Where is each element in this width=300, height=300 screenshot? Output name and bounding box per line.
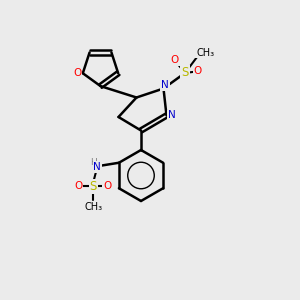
Text: N: N xyxy=(161,80,169,90)
Text: N: N xyxy=(168,110,176,121)
Text: O: O xyxy=(170,55,179,65)
Text: H: H xyxy=(90,158,97,166)
Text: S: S xyxy=(90,180,97,193)
Text: CH₃: CH₃ xyxy=(84,202,103,212)
Text: S: S xyxy=(182,66,189,80)
Text: CH₃: CH₃ xyxy=(196,47,214,58)
Text: O: O xyxy=(103,181,111,191)
Text: O: O xyxy=(194,66,202,76)
Text: O: O xyxy=(74,181,83,191)
Text: O: O xyxy=(73,68,82,78)
Text: N: N xyxy=(93,162,101,172)
